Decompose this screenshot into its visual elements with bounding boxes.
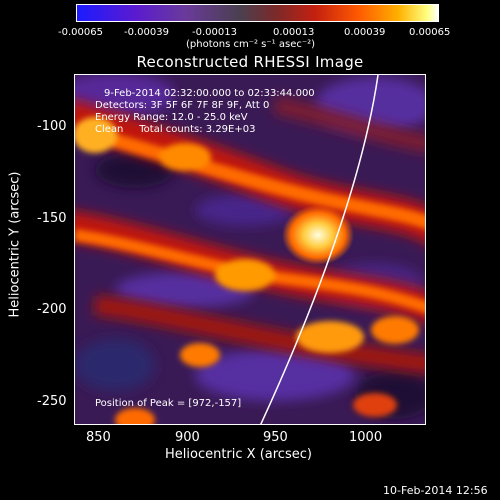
colorbar-tick: -0.00039 [124, 27, 169, 38]
colorbar-tick: 0.00039 [344, 27, 386, 38]
image-title: Reconstructed RHESSI Image [136, 53, 364, 71]
y-tick-label: -200 [37, 302, 67, 317]
x-tick-label: 1000 [349, 430, 383, 445]
annotation-clean: Clean Total counts: 3.29E+03 [95, 124, 256, 135]
rhessi-image-map [75, 75, 425, 424]
colorbar-tick: -0.00013 [192, 27, 237, 38]
colorbar [76, 4, 439, 22]
annotation-energy: Energy Range: 12.0 - 25.0 keV [95, 112, 248, 123]
x-axis-label: Heliocentric X (arcsec) [165, 447, 312, 462]
colorbar-tick: 0.00065 [409, 27, 451, 38]
y-tick-label: -250 [37, 394, 67, 409]
colorbar-units: (photons cm⁻² s⁻¹ asec⁻²) [186, 39, 316, 50]
x-tick-label: 950 [263, 430, 288, 445]
solar-limb [260, 75, 379, 424]
y-tick-label: -100 [37, 119, 67, 134]
rhessi-image [74, 74, 426, 425]
colorbar-tick: -0.00065 [58, 27, 103, 38]
x-tick-label: 850 [86, 430, 111, 445]
y-tick-label: -150 [37, 211, 67, 226]
flare-peak [282, 205, 354, 265]
colorbar-tick: 0.00013 [273, 27, 315, 38]
y-axis-label: Heliocentric Y (arcsec) [7, 171, 23, 318]
annotation-peak: Position of Peak = [972,-157] [95, 398, 242, 409]
timestamp: 10-Feb-2014 12:56 [383, 484, 488, 497]
annotation-time: 9-Feb-2014 02:32:00.000 to 02:33:44.000 [104, 88, 315, 99]
x-tick-label: 900 [175, 430, 200, 445]
annotation-detectors: Detectors: 3F 5F 6F 7F 8F 9F, Att 0 [95, 100, 270, 111]
